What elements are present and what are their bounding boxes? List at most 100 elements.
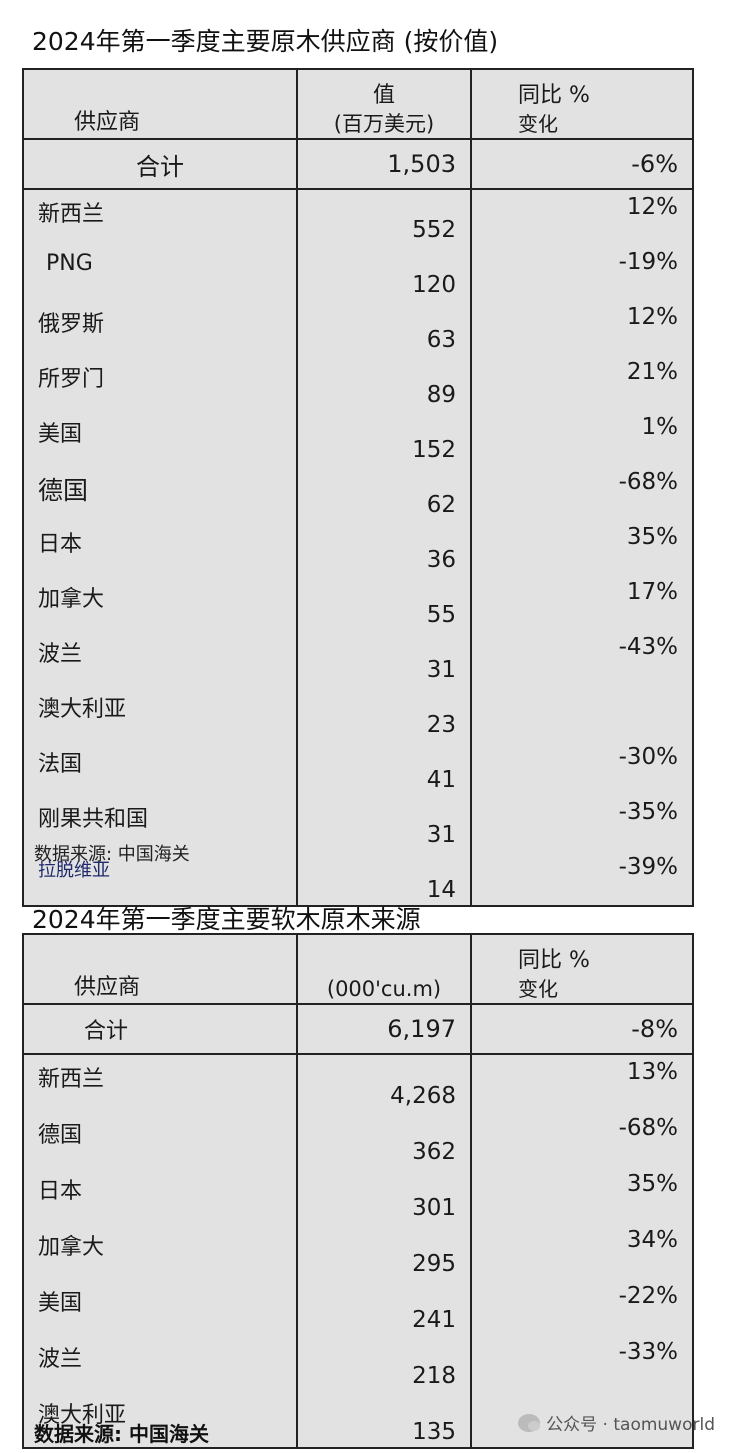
table1-source-note: 数据来源: 中国海关	[34, 844, 190, 865]
table-row: 德国 362 -68%	[22, 1111, 694, 1167]
supplier-value: 62	[296, 465, 472, 520]
supplier-name: 澳大利亚	[22, 1391, 298, 1448]
supplier-name: 新西兰	[22, 189, 298, 245]
header-yoy: 同比 % 变化	[470, 934, 694, 1005]
supplier-yoy: -33%	[470, 1335, 694, 1391]
supplier-yoy: 34%	[470, 1223, 694, 1279]
table-row: 日本 301 35%	[22, 1167, 694, 1223]
header-supplier: 供应商	[22, 69, 298, 140]
header-supplier: 供应商	[22, 934, 298, 1005]
supplier-name: 波兰	[22, 1335, 298, 1391]
header-value-line1: 值	[372, 83, 395, 108]
supplier-name: 刚果共和国	[22, 795, 298, 850]
supplier-value: 31	[296, 630, 472, 685]
header-volume-unit: (000'cu.m)	[326, 977, 442, 1001]
supplier-name: 新西兰	[22, 1054, 298, 1111]
table2-source-note: 数据来源: 中国海关	[34, 1422, 209, 1446]
supplier-yoy: -35%	[470, 795, 694, 850]
supplier-yoy: -22%	[470, 1279, 694, 1335]
total-value: 6,197	[296, 1004, 472, 1055]
table-row: 加拿大 55 17%	[22, 575, 694, 630]
supplier-yoy: -68%	[470, 465, 694, 520]
supplier-value: 120	[296, 245, 472, 300]
supplier-value: 63	[296, 300, 472, 355]
wechat-icon	[518, 1413, 541, 1432]
supplier-yoy: 1%	[470, 410, 694, 465]
table-total-row: 合计 1,503 -6%	[22, 139, 694, 190]
table-row: 刚果共和国 31 -35%	[22, 795, 694, 850]
table-softwood-log-sources: 供应商 (000'cu.m) 同比 % 变化 合计 6,197 -8% 新西兰 4…	[22, 933, 694, 1449]
header-yoy-line1: 同比 %	[518, 948, 590, 973]
table-row: 波兰 31 -43%	[22, 630, 694, 685]
table1-title: 2024年第一季度主要原木供应商 (按价值)	[32, 27, 499, 56]
supplier-yoy	[470, 685, 694, 740]
table-log-suppliers-by-value: 供应商 值 (百万美元) 同比 % 变化 合计 1,503 -6% 新西兰 552…	[22, 68, 694, 907]
supplier-name: 所罗门	[22, 355, 298, 410]
supplier-value: 36	[296, 520, 472, 575]
watermark: 公众号 · taomuworld	[518, 1410, 715, 1435]
table-row: 加拿大 295 34%	[22, 1223, 694, 1279]
table-row: 日本 36 35%	[22, 520, 694, 575]
supplier-value: 23	[296, 685, 472, 740]
table-row: 德国 62 -68%	[22, 465, 694, 520]
supplier-value: 55	[296, 575, 472, 630]
table-row: 法国 41 -30%	[22, 740, 694, 795]
header-yoy: 同比 % 变化	[470, 69, 694, 140]
supplier-value: 31	[296, 795, 472, 850]
table-total-row: 合计 6,197 -8%	[22, 1004, 694, 1055]
supplier-yoy: 12%	[470, 300, 694, 355]
table-row: 美国 152 1%	[22, 410, 694, 465]
table-row: PNG 120 -19%	[22, 245, 694, 300]
supplier-name: 澳大利亚	[22, 685, 298, 740]
table-row: 新西兰 552 12%	[22, 189, 694, 245]
supplier-value: 4,268	[296, 1054, 472, 1111]
supplier-name: 加拿大	[22, 575, 298, 630]
table-row: 所罗门 89 21%	[22, 355, 694, 410]
supplier-name: PNG	[22, 245, 298, 300]
table-row: 澳大利亚 135	[22, 1391, 694, 1448]
table-row: 美国 241 -22%	[22, 1279, 694, 1335]
supplier-value: 552	[296, 189, 472, 245]
supplier-value: 218	[296, 1335, 472, 1391]
supplier-value: 241	[296, 1279, 472, 1335]
supplier-name: 加拿大	[22, 1223, 298, 1279]
supplier-yoy: 17%	[470, 575, 694, 630]
supplier-name: 俄罗斯	[22, 300, 298, 355]
supplier-yoy: 35%	[470, 520, 694, 575]
supplier-value: 362	[296, 1111, 472, 1167]
supplier-yoy	[470, 1391, 694, 1448]
supplier-value: 135	[296, 1391, 472, 1448]
supplier-yoy: -68%	[470, 1111, 694, 1167]
supplier-name: 法国	[22, 740, 298, 795]
supplier-value: 301	[296, 1167, 472, 1223]
supplier-name: 日本	[22, 1167, 298, 1223]
supplier-yoy: 12%	[470, 189, 694, 245]
supplier-yoy: 21%	[470, 355, 694, 410]
total-yoy: -8%	[470, 1004, 694, 1055]
supplier-yoy: -43%	[470, 630, 694, 685]
total-label: 合计	[22, 139, 298, 190]
watermark-text: 公众号 · taomuworld	[546, 1415, 715, 1435]
total-value: 1,503	[296, 139, 472, 190]
table-row: 澳大利亚 23	[22, 685, 694, 740]
table-row: 拉脱维亚 14 -39%	[22, 850, 694, 906]
table2-title: 2024年第一季度主要软木原木来源	[32, 905, 421, 934]
supplier-name: 拉脱维亚	[22, 850, 298, 906]
supplier-yoy: 35%	[470, 1167, 694, 1223]
total-label: 合计	[22, 1004, 298, 1055]
supplier-yoy: 13%	[470, 1054, 694, 1111]
supplier-name: 德国	[22, 465, 298, 520]
header-value: 值 (百万美元)	[296, 69, 472, 140]
header-yoy-line1: 同比 %	[518, 83, 590, 108]
supplier-value: 41	[296, 740, 472, 795]
table-row: 新西兰 4,268 13%	[22, 1054, 694, 1111]
supplier-value: 14	[296, 850, 472, 906]
supplier-yoy: -19%	[470, 245, 694, 300]
header-value-unit: (百万美元)	[333, 112, 435, 136]
supplier-yoy: -39%	[470, 850, 694, 906]
supplier-name: 德国	[22, 1111, 298, 1167]
table-row: 波兰 218 -33%	[22, 1335, 694, 1391]
supplier-value: 295	[296, 1223, 472, 1279]
supplier-name: 美国	[22, 1279, 298, 1335]
supplier-name: 日本	[22, 520, 298, 575]
